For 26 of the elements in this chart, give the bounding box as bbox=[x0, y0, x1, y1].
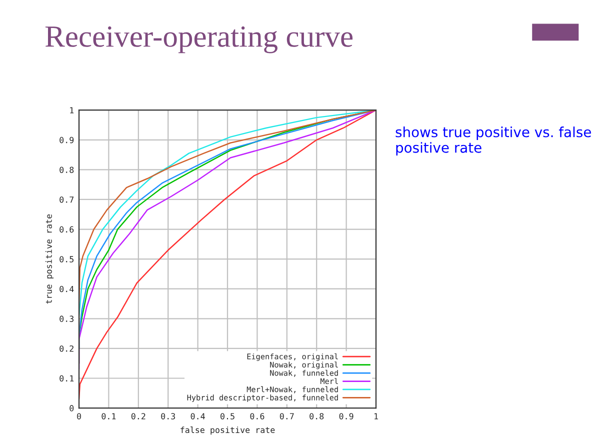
x-tick-label: 0.5 bbox=[220, 413, 234, 420]
y-tick-label: 0.7 bbox=[60, 196, 74, 203]
y-tick-label: 0.5 bbox=[60, 256, 74, 262]
y-tick-label: 0 bbox=[70, 405, 74, 412]
y-axis-title: true positive rate bbox=[45, 214, 54, 304]
x-tick-label: 0.9 bbox=[339, 413, 354, 420]
chart-title: Receiver-operating curve bbox=[45, 26, 353, 54]
y-tick-label: 0.6 bbox=[60, 226, 74, 233]
x-tick-label: 0.7 bbox=[280, 413, 294, 420]
x-tick-label: 0.3 bbox=[161, 413, 175, 420]
y-tick-label: 0.2 bbox=[60, 345, 74, 352]
y-tick-label: 0.9 bbox=[60, 136, 74, 144]
x-tick-label: 0.1 bbox=[102, 413, 116, 420]
y-tick-label: 0.4 bbox=[60, 286, 74, 292]
x-tick-label: 0.4 bbox=[190, 413, 205, 420]
y-tick-label: 0.8 bbox=[60, 166, 74, 174]
y-tick-label: 0.1 bbox=[60, 375, 74, 382]
x-tick-label: 0.8 bbox=[310, 413, 324, 420]
y-tick-label: 0.3 bbox=[60, 316, 74, 322]
x-axis-title: false positive rate bbox=[180, 426, 275, 435]
y-tick-label: 1 bbox=[70, 107, 74, 114]
x-tick-label: 0 bbox=[77, 413, 81, 420]
text: shows true positive vs. false positive rate bbox=[396, 126, 591, 156]
x-tick-label: 0.6 bbox=[250, 413, 264, 420]
x-tick-label: 0.2 bbox=[131, 413, 146, 420]
x-tick-label: 1 bbox=[374, 413, 378, 420]
